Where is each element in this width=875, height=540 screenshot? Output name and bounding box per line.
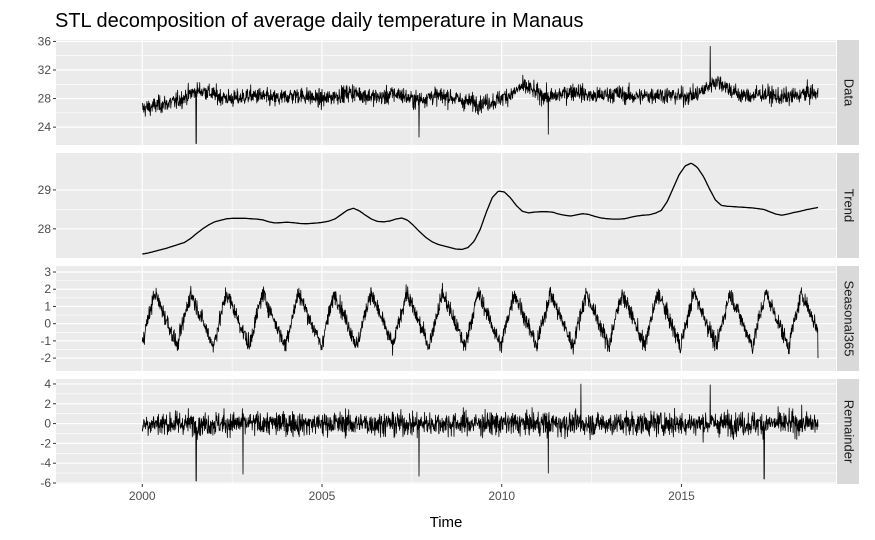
series-line-trend xyxy=(142,162,819,255)
chart-title: STL decomposition of average daily tempe… xyxy=(55,10,583,32)
y-tick-label: -4 xyxy=(40,456,51,470)
y-tick-label: 0 xyxy=(44,317,51,331)
y-tick-label: 24 xyxy=(38,120,52,134)
facet-strip-trend xyxy=(837,153,859,258)
y-tick-label: 28 xyxy=(38,222,52,236)
series-line-remainder xyxy=(141,383,819,482)
panel-data: 24 28 32 36 Data xyxy=(38,34,859,145)
facet-strip-remainder xyxy=(837,379,859,484)
y-tick-label: 0 xyxy=(44,417,51,431)
x-axis: 2000 2005 2010 2015 xyxy=(129,484,695,503)
y-tick-label: 2 xyxy=(44,397,51,411)
x-tick-label: 2010 xyxy=(488,489,515,503)
panel-seasonal365: -2 -1 0 1 2 3 Seasonal365 xyxy=(40,265,859,371)
series-line-data xyxy=(141,46,819,144)
y-tick-label: 36 xyxy=(38,34,52,48)
y-tick-label: -1 xyxy=(40,334,51,348)
y-tick-label: -6 xyxy=(40,476,51,490)
panel-background-remainder xyxy=(56,379,836,484)
y-tick-label: 1 xyxy=(44,299,51,313)
y-tick-label: 28 xyxy=(38,92,52,106)
y-tick-label: 29 xyxy=(38,183,52,197)
facet-strip-label-data: Data xyxy=(842,79,857,107)
panel-trend: 28 29 Trend xyxy=(38,153,859,258)
y-tick-label: 3 xyxy=(44,265,51,279)
x-tick-label: 2015 xyxy=(668,489,695,503)
y-tick-label: 2 xyxy=(44,282,51,296)
x-tick-label: 2005 xyxy=(309,489,336,503)
facet-strip-label-remainder: Remainder xyxy=(842,400,857,464)
facet-strip-label-trend: Trend xyxy=(842,189,857,222)
facet-strip-seasonal365 xyxy=(837,266,859,371)
series-line-seasonal365 xyxy=(141,282,819,359)
y-tick-label: -2 xyxy=(40,351,51,365)
panel-remainder: -6 -4 -2 0 2 4 Remainder xyxy=(40,377,859,490)
x-axis-title: Time xyxy=(430,514,463,531)
y-tick-label: -2 xyxy=(40,436,51,450)
y-tick-label: 32 xyxy=(38,63,52,77)
facet-strip-label-seasonal365: Seasonal365 xyxy=(842,281,857,357)
x-tick-label: 2000 xyxy=(129,489,156,503)
panel-background-trend xyxy=(56,153,836,258)
panel-background-seasonal365 xyxy=(56,266,836,371)
y-tick-label: 4 xyxy=(44,377,51,391)
facet-strip-data xyxy=(837,40,859,145)
